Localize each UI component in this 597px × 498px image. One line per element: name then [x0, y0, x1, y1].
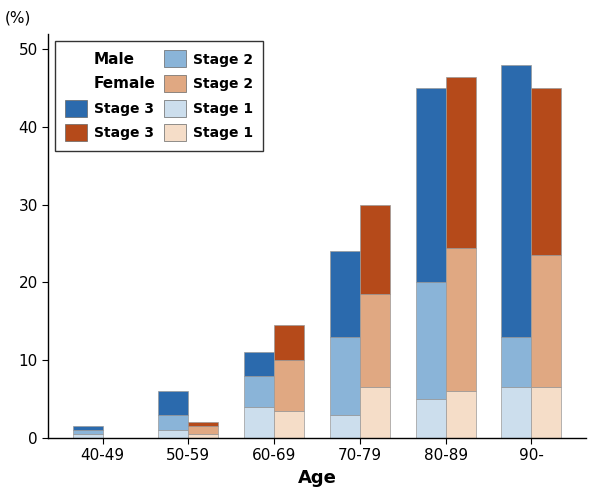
Bar — [416, 88, 445, 282]
Bar — [531, 255, 561, 387]
Bar — [189, 426, 219, 434]
X-axis label: Age: Age — [297, 469, 337, 487]
Bar — [416, 282, 445, 399]
Bar — [189, 434, 219, 438]
Bar — [330, 251, 360, 337]
Bar — [501, 337, 531, 387]
Bar — [274, 360, 304, 411]
Bar — [274, 411, 304, 438]
Bar — [158, 391, 189, 415]
Bar — [445, 391, 476, 438]
Bar — [158, 415, 189, 430]
Bar — [244, 376, 274, 407]
Bar — [501, 387, 531, 438]
Bar — [73, 426, 103, 430]
Text: (%): (%) — [5, 10, 32, 26]
Bar — [274, 325, 304, 360]
Bar — [244, 407, 274, 438]
Bar — [360, 205, 390, 294]
Bar — [330, 337, 360, 415]
Bar — [501, 65, 531, 337]
Legend: Male, Female, Stage 3, Stage 3, Stage 2, Stage 2, Stage 1, Stage 1: Male, Female, Stage 3, Stage 3, Stage 2,… — [55, 41, 263, 151]
Bar — [360, 294, 390, 387]
Bar — [73, 430, 103, 434]
Bar — [73, 434, 103, 438]
Bar — [158, 430, 189, 438]
Bar — [244, 353, 274, 376]
Bar — [360, 387, 390, 438]
Bar — [531, 88, 561, 255]
Bar — [531, 387, 561, 438]
Bar — [445, 248, 476, 391]
Bar — [189, 422, 219, 426]
Bar — [445, 77, 476, 248]
Bar — [416, 399, 445, 438]
Bar — [330, 415, 360, 438]
